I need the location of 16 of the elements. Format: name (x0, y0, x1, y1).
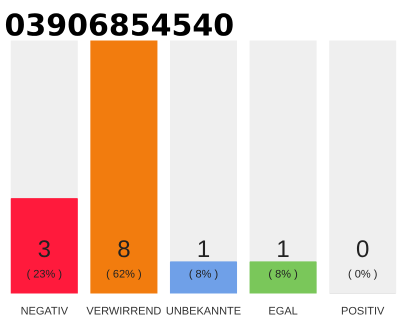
annotation: ( 8% ) (188, 268, 218, 280)
data-label: 3 (38, 236, 51, 263)
chart-title: 03906854540 (4, 8, 234, 44)
x-tick-label: POSITIV (341, 306, 386, 318)
data-label: 1 (276, 236, 290, 263)
x-tick-label: NEGATIV (20, 306, 69, 318)
x-tick-label: EGAL (268, 306, 298, 318)
data-label: 0 (356, 236, 370, 263)
annotation: ( 0% ) (348, 268, 378, 280)
x-tick-label: VERWIRREND (86, 306, 162, 318)
data-label: 1 (196, 236, 210, 263)
x-tick-label: UNBEKANNTE (166, 306, 242, 318)
annotation: ( 62% ) (106, 268, 142, 280)
data-label: 8 (117, 236, 131, 263)
annotation: ( 8% ) (268, 268, 298, 280)
annotation: ( 23% ) (26, 268, 62, 280)
